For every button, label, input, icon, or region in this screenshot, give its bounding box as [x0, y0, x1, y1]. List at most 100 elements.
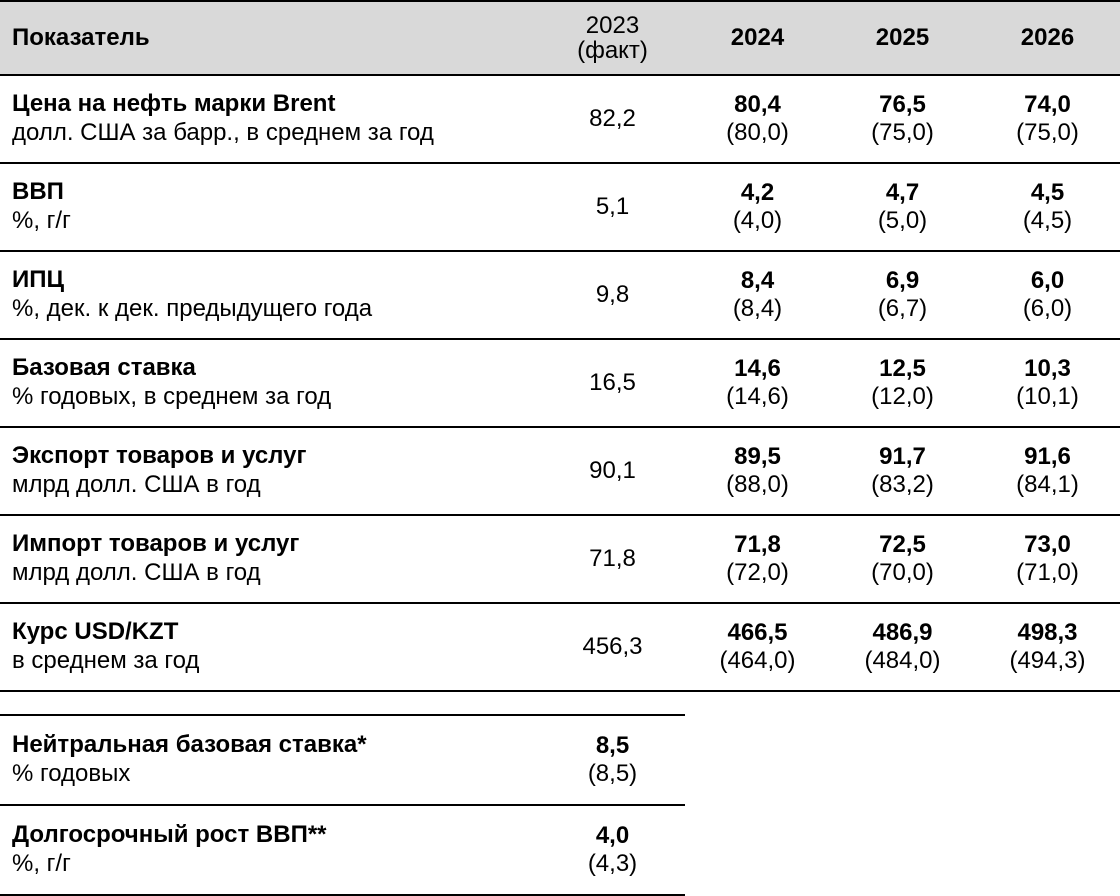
- indicator-name: Базовая ставка % годовых, в среднем за г…: [0, 339, 540, 427]
- value-main: 14,6: [685, 355, 830, 383]
- value-prev: (10,1): [975, 383, 1120, 411]
- cell-2025: 72,5 (70,0): [830, 515, 975, 603]
- value-prev: (12,0): [830, 383, 975, 411]
- table-row: Долгосрочный рост ВВП** %, г/г 4,0 (4,3): [0, 805, 685, 895]
- value-main: 80,4: [685, 91, 830, 119]
- value-main: 6,9: [830, 267, 975, 295]
- value-main: 72,5: [830, 531, 975, 559]
- cell-2026: 6,0 (6,0): [975, 251, 1120, 339]
- cell-2026: 498,3 (494,3): [975, 603, 1120, 691]
- value-main: 8,5: [541, 732, 684, 760]
- value-main: 4,5: [975, 179, 1120, 207]
- indicator-title: Базовая ставка: [12, 354, 540, 383]
- table-row: Нейтральная базовая ставка* % годовых 8,…: [0, 715, 685, 805]
- header-year-2023: 2023 (факт): [540, 1, 685, 75]
- cell-2025: 76,5 (75,0): [830, 75, 975, 163]
- value-prev: (6,0): [975, 295, 1120, 323]
- cell-2025: 486,9 (484,0): [830, 603, 975, 691]
- indicator-title: Нейтральная базовая ставка*: [12, 731, 539, 760]
- value-prev: (70,0): [830, 559, 975, 587]
- value-prev: (14,6): [685, 383, 830, 411]
- cell-value: 8,5 (8,5): [540, 715, 685, 805]
- cell-2024: 8,4 (8,4): [685, 251, 830, 339]
- cell-2026: 74,0 (75,0): [975, 75, 1120, 163]
- value-prev: (83,2): [830, 471, 975, 499]
- indicator-name: Нейтральная базовая ставка* % годовых: [0, 715, 540, 805]
- header-indicator: Показатель: [0, 1, 540, 75]
- cell-2025: 91,7 (83,2): [830, 427, 975, 515]
- indicator-subtitle: млрд долл. США в год: [12, 559, 540, 588]
- cell-2024: 4,2 (4,0): [685, 163, 830, 251]
- value-prev: (4,5): [975, 207, 1120, 235]
- cell-2024: 71,8 (72,0): [685, 515, 830, 603]
- indicator-name: Экспорт товаров и услуг млрд долл. США в…: [0, 427, 540, 515]
- cell-2024: 89,5 (88,0): [685, 427, 830, 515]
- header-year-2026: 2026: [975, 1, 1120, 75]
- table-row: ИПЦ %, дек. к дек. предыдущего года 9,8 …: [0, 251, 1120, 339]
- value-main: 74,0: [975, 91, 1120, 119]
- indicator-title: ВВП: [12, 178, 540, 207]
- indicator-subtitle: %, г/г: [12, 850, 539, 879]
- cell-2023: 5,1: [540, 163, 685, 251]
- value-prev: (4,3): [541, 850, 684, 878]
- cell-2026: 4,5 (4,5): [975, 163, 1120, 251]
- value-main: 4,0: [541, 822, 684, 850]
- value-main: 498,3: [975, 619, 1120, 647]
- secondary-table: Нейтральная базовая ставка* % годовых 8,…: [0, 714, 685, 896]
- value-main: 486,9: [830, 619, 975, 647]
- cell-2024: 80,4 (80,0): [685, 75, 830, 163]
- indicator-name: Долгосрочный рост ВВП** %, г/г: [0, 805, 540, 895]
- header-year-2025: 2025: [830, 1, 975, 75]
- value-main: 12,5: [830, 355, 975, 383]
- indicator-title: ИПЦ: [12, 266, 540, 295]
- cell-2026: 91,6 (84,1): [975, 427, 1120, 515]
- cell-2024: 14,6 (14,6): [685, 339, 830, 427]
- value-prev: (484,0): [830, 647, 975, 675]
- cell-value: 4,0 (4,3): [540, 805, 685, 895]
- cell-2026: 73,0 (71,0): [975, 515, 1120, 603]
- indicator-name: Цена на нефть марки Brent долл. США за б…: [0, 75, 540, 163]
- indicator-title: Экспорт товаров и услуг: [12, 442, 540, 471]
- indicator-title: Цена на нефть марки Brent: [12, 90, 540, 119]
- value-prev: (75,0): [975, 119, 1120, 147]
- value-prev: (6,7): [830, 295, 975, 323]
- cell-2024: 466,5 (464,0): [685, 603, 830, 691]
- value-main: 4,7: [830, 179, 975, 207]
- indicator-subtitle: %, г/г: [12, 207, 540, 236]
- table-header-row: Показатель 2023 (факт) 2024 2025 2026: [0, 1, 1120, 75]
- value-prev: (4,0): [685, 207, 830, 235]
- value-prev: (84,1): [975, 471, 1120, 499]
- value-main: 89,5: [685, 443, 830, 471]
- indicator-subtitle: в среднем за год: [12, 647, 540, 676]
- value-prev: (494,3): [975, 647, 1120, 675]
- cell-2023: 90,1: [540, 427, 685, 515]
- cell-2023: 71,8: [540, 515, 685, 603]
- indicator-title: Долгосрочный рост ВВП**: [12, 821, 539, 850]
- value-main: 91,7: [830, 443, 975, 471]
- value-main: 8,4: [685, 267, 830, 295]
- indicator-subtitle: % годовых, в среднем за год: [12, 383, 540, 412]
- value-main: 6,0: [975, 267, 1120, 295]
- cell-2025: 4,7 (5,0): [830, 163, 975, 251]
- cell-2023: 456,3: [540, 603, 685, 691]
- cell-2026: 10,3 (10,1): [975, 339, 1120, 427]
- table-row: Базовая ставка % годовых, в среднем за г…: [0, 339, 1120, 427]
- indicator-subtitle: долл. США за барр., в среднем за год: [12, 119, 540, 148]
- indicator-name: Импорт товаров и услуг млрд долл. США в …: [0, 515, 540, 603]
- indicator-title: Импорт товаров и услуг: [12, 530, 540, 559]
- indicator-title: Курс USD/KZT: [12, 618, 540, 647]
- value-prev: (75,0): [830, 119, 975, 147]
- indicator-name: ВВП %, г/г: [0, 163, 540, 251]
- cell-2025: 6,9 (6,7): [830, 251, 975, 339]
- value-prev: (8,5): [541, 760, 684, 788]
- table-row: Курс USD/KZT в среднем за год 456,3 466,…: [0, 603, 1120, 691]
- cell-2025: 12,5 (12,0): [830, 339, 975, 427]
- table-row: Экспорт товаров и услуг млрд долл. США в…: [0, 427, 1120, 515]
- value-main: 10,3: [975, 355, 1120, 383]
- header-year-2024: 2024: [685, 1, 830, 75]
- value-prev: (80,0): [685, 119, 830, 147]
- value-main: 4,2: [685, 179, 830, 207]
- value-prev: (8,4): [685, 295, 830, 323]
- header-2023-year: 2023: [540, 13, 685, 38]
- table-row: Цена на нефть марки Brent долл. США за б…: [0, 75, 1120, 163]
